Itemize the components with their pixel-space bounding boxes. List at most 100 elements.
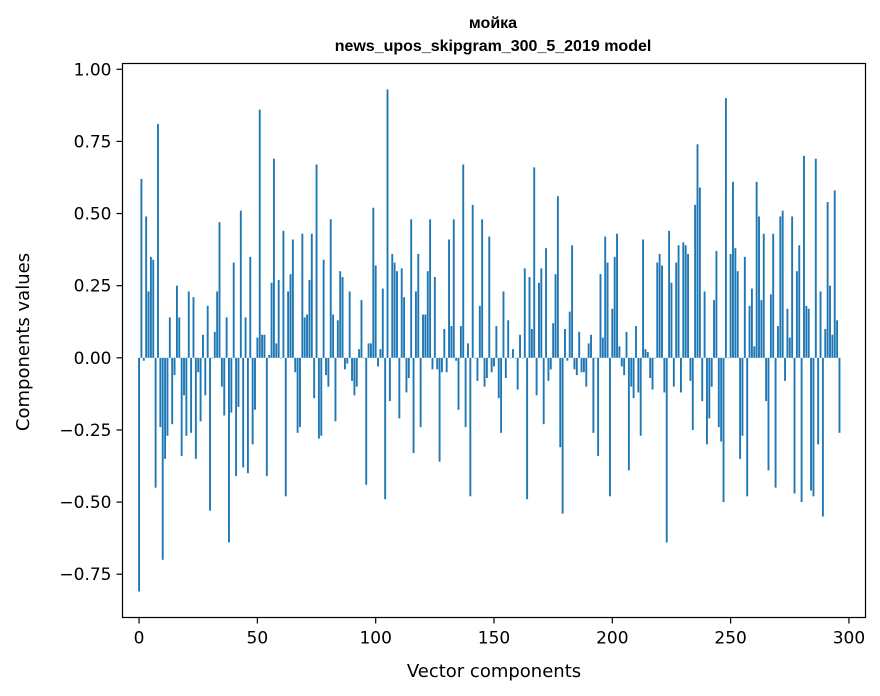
x-tick-label-1: 50 (247, 629, 269, 649)
bar-206 (625, 331, 628, 358)
bar-257 (746, 357, 749, 497)
bar-139 (467, 343, 469, 358)
bar-245 (717, 357, 720, 428)
bar-93 (358, 349, 361, 358)
bar-11 (164, 357, 167, 459)
bar-248 (724, 98, 727, 358)
bar-216 (649, 357, 652, 379)
bar-191 (590, 334, 592, 358)
bar-71 (306, 314, 309, 358)
bar-15 (173, 357, 176, 376)
bar-201 (613, 256, 616, 358)
bar-22 (190, 357, 193, 433)
bar-295 (836, 320, 839, 358)
bar-296 (838, 357, 841, 433)
bar-5 (149, 256, 152, 358)
bar-208 (630, 357, 633, 387)
bar-89 (348, 291, 351, 358)
chart-title: мойка (469, 15, 517, 32)
bar-135 (457, 357, 460, 410)
bar-124 (431, 357, 434, 370)
bar-242 (710, 357, 713, 387)
bar-111 (400, 268, 403, 358)
bar-251 (732, 181, 734, 358)
bar-219 (656, 262, 659, 358)
bar-234 (691, 357, 694, 430)
bar-17 (178, 317, 181, 358)
y-tick-label-7: −0.75 (59, 565, 111, 585)
bar-78 (322, 259, 325, 358)
bar-200 (611, 308, 614, 358)
bar-163 (523, 268, 526, 358)
bar-212 (639, 357, 642, 436)
bar-4 (147, 291, 150, 358)
bar-235 (694, 204, 697, 358)
bar-121 (424, 314, 427, 358)
bar-256 (743, 256, 746, 358)
bar-173 (547, 357, 550, 381)
bar-172 (545, 248, 547, 358)
bar-185 (575, 357, 578, 376)
bar-286 (814, 158, 817, 358)
bar-14 (171, 357, 174, 425)
bar-13 (168, 317, 171, 358)
bar-222 (663, 357, 666, 393)
bar-98 (370, 343, 372, 358)
bar-148 (488, 236, 491, 358)
bar-90 (351, 357, 353, 381)
bar-6 (152, 259, 155, 358)
bar-164 (526, 357, 529, 500)
bar-133 (452, 219, 455, 358)
bar-40 (232, 262, 235, 358)
bar-161 (519, 334, 521, 358)
bar-181 (566, 357, 569, 361)
bar-198 (606, 262, 609, 358)
bar-273 (784, 357, 786, 381)
bar-48 (251, 357, 254, 445)
bar-23 (192, 297, 195, 358)
x-tick-label-2: 100 (359, 629, 391, 649)
bar-103 (381, 288, 384, 358)
bar-113 (405, 357, 408, 393)
bar-94 (360, 300, 363, 358)
bar-230 (682, 242, 685, 358)
bar-294 (833, 190, 836, 358)
bar-74 (313, 357, 316, 399)
bar-47 (249, 256, 252, 358)
bar-116 (412, 357, 415, 454)
bar-65 (291, 239, 294, 358)
bar-46 (246, 357, 249, 474)
bar-10 (161, 357, 164, 560)
bar-292 (829, 285, 831, 358)
bar-126 (436, 357, 439, 370)
bar-25 (197, 357, 200, 373)
bars-group (138, 89, 841, 592)
bar-1 (140, 178, 143, 358)
y-tick-label-0: 1.00 (74, 60, 112, 80)
bar-138 (464, 357, 467, 428)
bar-155 (504, 357, 507, 379)
bar-179 (561, 357, 564, 514)
bar-284 (810, 357, 813, 491)
bar-175 (552, 323, 555, 358)
bar-35 (220, 357, 223, 387)
bar-131 (448, 239, 450, 358)
bar-29 (206, 305, 209, 358)
bar-125 (433, 277, 436, 358)
bar-159 (514, 357, 517, 359)
bar-215 (646, 352, 649, 358)
bar-293 (831, 334, 834, 358)
bar-144 (478, 305, 481, 358)
bar-259 (750, 288, 753, 358)
bar-110 (398, 357, 401, 419)
bar-186 (578, 331, 581, 358)
bar-137 (462, 164, 465, 358)
bar-143 (476, 357, 479, 381)
bar-233 (689, 357, 692, 381)
bar-123 (429, 219, 432, 358)
bar-194 (597, 357, 600, 456)
bar-19 (183, 357, 185, 396)
bar-193 (594, 357, 597, 359)
bar-91 (353, 357, 356, 396)
bar-95 (362, 357, 365, 359)
